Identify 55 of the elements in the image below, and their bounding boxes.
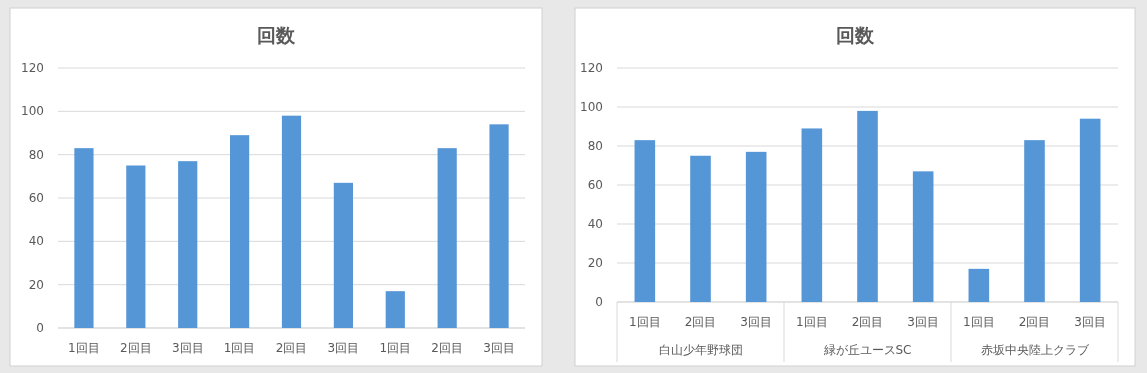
y-tick-label: 20 (28, 277, 44, 292)
bar (489, 124, 509, 328)
bar (437, 148, 457, 328)
y-tick-label: 0 (595, 295, 603, 309)
x-tick-label: 3回目 (327, 341, 360, 355)
bar (1079, 118, 1101, 302)
bar (74, 148, 94, 328)
bar (801, 128, 823, 302)
x-tick-label: 1回目 (379, 341, 412, 355)
bar (968, 268, 990, 302)
bar (126, 165, 146, 328)
x-tick-label: 1回目 (963, 315, 995, 329)
y-tick-label: 60 (587, 178, 603, 192)
text: 緑が丘ユースSC (822, 343, 912, 357)
y-tick-label: 80 (28, 147, 44, 162)
bar (333, 182, 353, 328)
x-tick-label: 2回目 (275, 341, 308, 355)
y-tick-label: 40 (28, 234, 44, 249)
bar (857, 110, 878, 302)
y-tick-label: 100 (580, 100, 603, 114)
bar (745, 151, 767, 302)
bar (385, 291, 405, 328)
x-tick-label: 1回目 (629, 315, 661, 329)
bar (281, 115, 302, 328)
bar (230, 135, 250, 328)
bar (690, 155, 711, 302)
text: 赤坂中央陸上クラブ (980, 343, 1090, 357)
x-tick-label: 1回目 (796, 315, 828, 329)
y-tick-label: 40 (587, 217, 603, 231)
bar (178, 161, 198, 328)
y-tick-label: 20 (587, 256, 603, 270)
y-tick-label: 0 (36, 321, 44, 335)
y-tick-label: 60 (28, 191, 44, 205)
x-tick-label: 2回目 (1018, 315, 1051, 329)
bar (1024, 140, 1045, 302)
x-tick-label: 1回目 (223, 341, 256, 355)
x-tick-label: 3回目 (907, 315, 939, 329)
x-tick-label: 3回目 (483, 341, 515, 355)
x-tick-label: 2回目 (431, 341, 463, 355)
x-tick-label: 3回目 (171, 341, 204, 355)
y-tick-label: 100 (21, 104, 44, 119)
x-tick-label: 2回目 (851, 315, 884, 329)
y-tick-label: 120 (21, 61, 44, 75)
x-tick-label: 1回目 (68, 341, 100, 355)
y-tick-label: 80 (587, 139, 603, 153)
x-tick-label: 3回目 (740, 315, 772, 329)
bar (634, 140, 656, 302)
x-tick-label: 3回目 (1074, 315, 1106, 329)
x-tick-label: 2回目 (120, 341, 152, 355)
chart-title: 回数 (257, 24, 296, 46)
chart-title: 回数 (836, 24, 875, 46)
bar (912, 171, 934, 302)
y-tick-label: 120 (580, 61, 603, 75)
text: 白山少年野球団 (658, 343, 743, 357)
x-tick-label: 2回目 (684, 315, 717, 329)
